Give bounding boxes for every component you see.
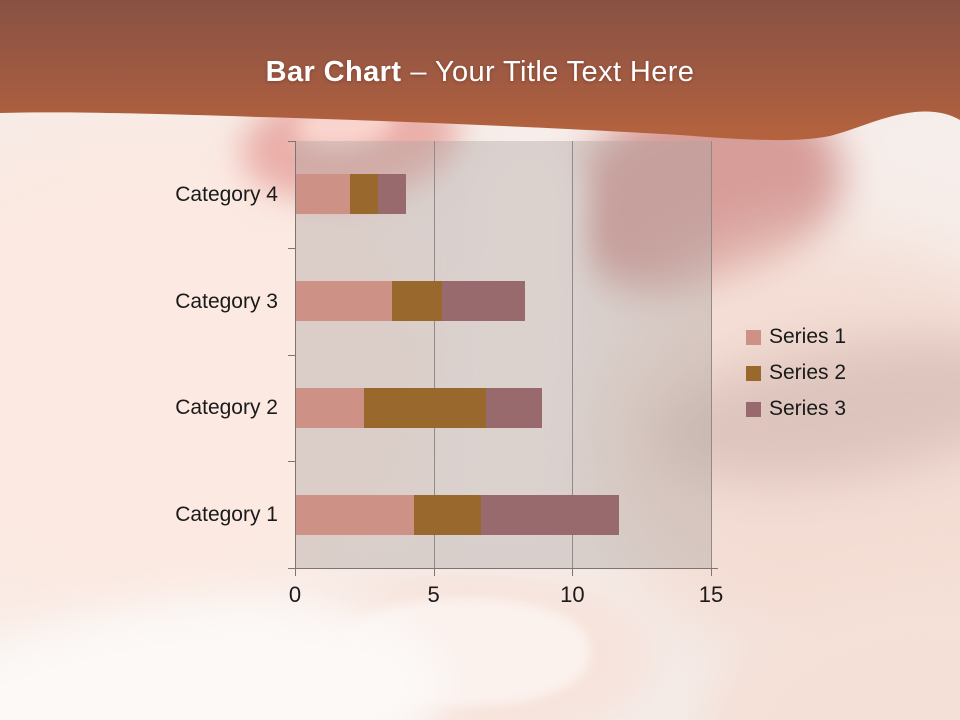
legend-item-series-3: Series 3 <box>746 391 846 427</box>
bar-segment-category-4-series-1 <box>295 174 351 215</box>
chart-legend: Series 1 Series 2 Series 3 <box>746 319 846 427</box>
legend-swatch <box>746 401 761 417</box>
bar-segment-category-4-series-3 <box>378 174 406 215</box>
legend-swatch <box>746 365 761 381</box>
bar-segment-category-1-series-3 <box>480 494 620 535</box>
gridline <box>433 141 435 568</box>
category-label: Category 2 <box>175 396 278 420</box>
photo-fingernail <box>345 598 590 706</box>
y-axis-line <box>295 141 296 569</box>
x-axis-tick <box>433 568 435 576</box>
bar-segment-category-1-series-2 <box>414 494 481 535</box>
x-axis-tick-label: 15 <box>698 582 724 607</box>
x-axis-tick <box>295 568 296 576</box>
y-axis-tick <box>288 247 295 249</box>
gridline <box>572 141 574 568</box>
bar-segment-category-3-series-1 <box>295 281 393 322</box>
gridline <box>711 141 712 568</box>
bar-segment-category-1-series-1 <box>295 494 415 535</box>
legend-label: Series 2 <box>769 361 847 384</box>
x-axis-tick-label: 0 <box>288 582 302 607</box>
photo-hand-lower-left <box>0 561 465 720</box>
legend-label: Series 3 <box>769 397 847 420</box>
bar-segment-category-2-series-3 <box>486 387 542 428</box>
x-axis-line <box>288 568 718 569</box>
x-axis-tick <box>572 568 574 576</box>
bar-segment-category-4-series-2 <box>350 174 379 215</box>
legend-item-series-1: Series 1 <box>746 319 846 355</box>
bar-segment-category-3-series-2 <box>392 281 442 322</box>
bar-segment-category-2-series-1 <box>295 387 365 428</box>
bar-segment-category-2-series-2 <box>364 387 487 428</box>
x-axis-tick <box>711 568 712 576</box>
slide-title-bold: Bar Chart <box>265 56 402 88</box>
x-axis-tick-label: 5 <box>427 582 440 607</box>
x-axis-tick-label: 10 <box>560 582 585 607</box>
legend-swatch <box>746 329 761 345</box>
y-axis-tick <box>288 461 295 463</box>
header-wave <box>0 0 960 141</box>
category-label: Category 3 <box>175 289 278 313</box>
slide-title: Bar Chart – Your Title Text Here <box>0 54 960 90</box>
y-axis-tick <box>288 354 295 356</box>
legend-item-series-2: Series 2 <box>746 355 846 391</box>
header-band: Bar Chart – Your Title Text Here <box>0 0 960 150</box>
bar-segment-category-3-series-3 <box>441 281 526 322</box>
category-label: Category 4 <box>175 182 278 206</box>
legend-label: Series 1 <box>769 325 847 348</box>
category-label: Category 1 <box>175 503 278 527</box>
y-axis-tick <box>288 141 295 142</box>
slide-title-rest: – Your Title Text Here <box>410 56 695 88</box>
